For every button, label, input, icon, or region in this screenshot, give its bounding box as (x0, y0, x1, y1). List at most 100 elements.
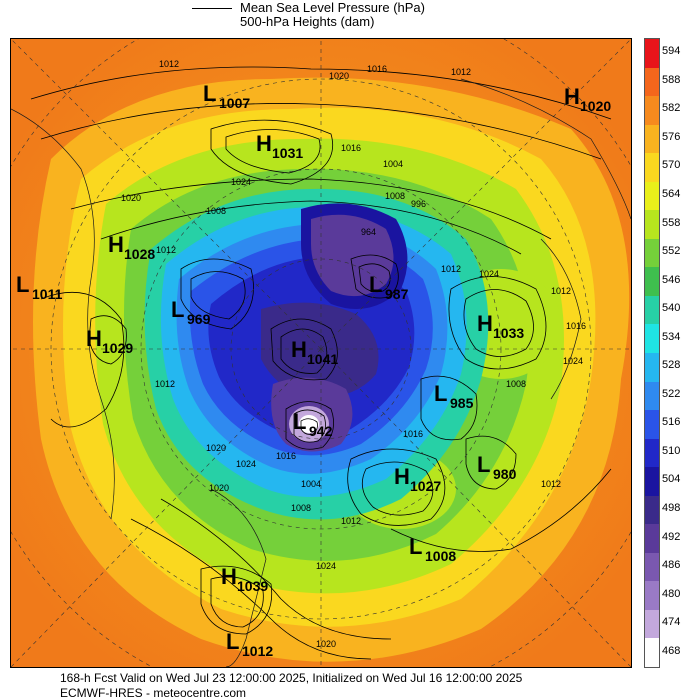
isobar-value-label: 1008 (385, 191, 405, 201)
isobar-value-label: 1020 (121, 193, 141, 203)
trough-north-492 (311, 214, 394, 297)
forecast-map: 1012 1020 1016 1012 1024 1016 1020 1008 1004 996 9… (10, 38, 632, 668)
pressure-system-letter: L (203, 81, 216, 106)
pressure-system-value: 980 (493, 466, 517, 482)
colorbar-swatch (645, 495, 659, 525)
isobar-value-label: 1016 (341, 143, 361, 153)
colorbar-tick-label: 594 (662, 45, 681, 58)
isobar-value-label: 1012 (156, 245, 176, 255)
pressure-system-value: 987 (385, 286, 409, 302)
colorbar-swatch (645, 324, 659, 354)
colorbar-swatch (645, 295, 659, 325)
pressure-system-letter: H (256, 131, 272, 156)
legend-mslp-label: Mean Sea Level Pressure (hPa) (240, 0, 425, 15)
high-pressure-center: H 1027 (394, 464, 441, 494)
isobar-value-label: 1008 (291, 503, 311, 513)
colorbar-swatch (645, 238, 659, 268)
isobar-value-label: 1024 (563, 356, 583, 366)
colorbar-tick-label: 540 (662, 302, 681, 315)
isobar-labels-group: 1012 1020 1016 1012 1024 1016 1020 1008 1004 996 9… (121, 59, 586, 649)
graticule (11, 39, 631, 667)
pressure-system-letter: H (477, 311, 493, 336)
high-pressure-center: H 1020 (564, 84, 611, 114)
colorbar-swatch (645, 381, 659, 411)
pressure-system-letter: H (564, 84, 580, 109)
high-pressure-center: H 1041 (291, 337, 338, 367)
legend-heights-label: 500-hPa Heights (dam) (240, 14, 375, 29)
isobar-value-label: 1020 (316, 639, 336, 649)
pressure-system-value: 1033 (493, 325, 524, 341)
isobar-value-label: 1016 (566, 321, 586, 331)
colorbar-tick-label: 486 (662, 559, 681, 572)
isobar-value-label: 1012 (441, 264, 461, 274)
isobar-value-label: 1016 (276, 451, 296, 461)
colorbar-tick-label: 570 (662, 159, 681, 172)
pressure-system-value: 1011 (32, 286, 63, 302)
colorbar-swatch (645, 410, 659, 440)
pressure-system-value: 1027 (410, 478, 441, 494)
isobar-value-label: 1024 (231, 177, 251, 187)
colorbar-tick-label: 516 (662, 416, 681, 429)
colorbar (644, 38, 660, 668)
pressure-system-letter: H (86, 326, 102, 351)
pressure-system-value: 1039 (237, 578, 268, 594)
legend-header: Mean Sea Level Pressure (hPa) 500-hPa He… (0, 0, 681, 38)
colorbar-swatch (645, 609, 659, 639)
pressure-system-value: 1007 (219, 95, 250, 111)
isobar-value-label: 1012 (155, 379, 175, 389)
high-pressure-center: H 1028 (108, 232, 155, 262)
isobar-value-label: 1008 (206, 206, 226, 216)
isobar-value-label: 1004 (383, 159, 403, 169)
isobar-value-label: 1024 (236, 459, 256, 469)
pressure-system-value: 1029 (102, 340, 133, 356)
isobar-legend-line (192, 8, 232, 9)
pressure-system-letter: H (108, 232, 124, 257)
pressure-system-letter: H (394, 464, 410, 489)
colorbar-swatch (645, 153, 659, 183)
colorbar-swatch (645, 524, 659, 554)
low-pressure-center: L 1007 (203, 81, 250, 111)
low-pressure-center: L 1008 (409, 534, 456, 564)
pressure-system-value: 1041 (307, 351, 338, 367)
isobar-value-label: 996 (411, 199, 426, 209)
colorbar-tick-label: 582 (662, 102, 681, 115)
low-pressure-center: L 1011 (16, 272, 63, 302)
isobar-value-label: 964 (361, 227, 376, 237)
colorbar-tick-label: 510 (662, 444, 681, 457)
isobar-value-label: 1012 (341, 516, 361, 526)
map-canvas: 1012 1020 1016 1012 1024 1016 1020 1008 1004 996 9… (11, 39, 631, 667)
forecast-valid-caption: 168-h Fcst Valid on Wed Jul 23 12:00:00 … (60, 671, 523, 685)
colorbar-tick-label: 552 (662, 245, 681, 258)
isobar-value-label: 1008 (506, 379, 526, 389)
isobar-value-label: 1024 (316, 561, 336, 571)
high-pressure-center: H 1039 (221, 564, 268, 594)
colorbar-tick-label: 468 (662, 644, 681, 657)
pressure-system-value: 1012 (242, 643, 273, 659)
colorbar-tick-label: 498 (662, 502, 681, 514)
low-pressure-center: L 1012 (226, 629, 273, 659)
pressure-system-letter: H (221, 564, 237, 589)
colorbar-tick-label: 558 (662, 216, 681, 229)
high-pressure-center: H 1033 (477, 311, 524, 341)
pressure-system-letter: L (477, 452, 490, 477)
low-pressure-center: L 985 (434, 381, 474, 411)
low-pressure-center: L 969 (171, 297, 211, 327)
pressure-system-value: 1020 (580, 98, 611, 114)
isobar-value-label: 1024 (479, 269, 499, 279)
colorbar-tick-label: 480 (662, 587, 681, 600)
isobar-value-label: 1012 (159, 59, 179, 69)
colorbar-tick-label: 564 (662, 188, 681, 200)
pressure-system-value: 942 (309, 423, 333, 439)
colorbar-swatch (645, 67, 659, 97)
isobar-value-label: 1016 (403, 429, 423, 439)
pressure-system-letter: L (369, 272, 382, 297)
colorbar-swatch (645, 267, 659, 297)
colorbar-tick-label: 534 (662, 330, 681, 343)
colorbar-swatch (645, 124, 659, 154)
colorbar-tick-label: 576 (662, 130, 681, 143)
isobar-value-label: 1012 (451, 67, 471, 77)
isobar-value-label: 1012 (551, 286, 571, 296)
colorbar-swatch (645, 96, 659, 126)
colorbar-tick-label: 492 (662, 530, 681, 543)
